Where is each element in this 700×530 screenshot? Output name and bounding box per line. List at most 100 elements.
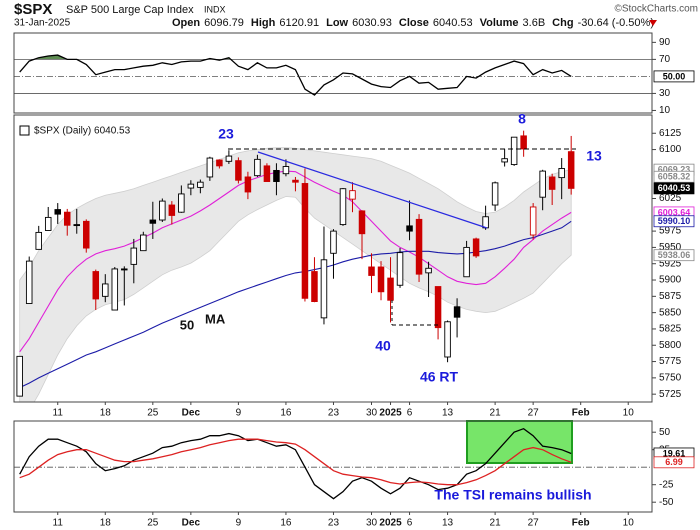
x-tick-label: 25 [147,408,159,419]
annotation: 13 [586,148,602,164]
candle-body [501,158,508,163]
candle-body [282,166,290,175]
quote-value: -30.64 (-0.50%) [578,17,654,29]
candle-body [16,355,23,397]
value-tag-label: 6.99 [665,457,683,467]
candle-body [44,216,52,231]
candle-body [159,200,166,221]
value-tag-label: 6058.32 [658,172,691,182]
candle-body [102,283,109,297]
value-tag-label: 5990.10 [658,216,691,226]
under-layer [466,420,573,464]
value-tag-label: 6069.23 [658,165,691,175]
trend-line [257,151,488,229]
candle-body [92,271,100,300]
annotation: 8 [518,111,526,127]
candle-body [140,234,147,252]
candle-body [358,210,366,235]
candle-body [425,267,432,274]
y-tick-label: 5825 [659,324,682,335]
y-tick-label: 30 [659,88,671,99]
x-tick-label: 23 [328,518,340,529]
x-tick-label: 27 [528,518,540,529]
candle-body [377,266,385,293]
candle-body [567,151,575,189]
ma-line [19,170,572,353]
x-tick-label: 18 [100,408,112,419]
candle-body [520,135,527,150]
x-tick-label: 27 [528,408,540,419]
candle-body [83,220,90,249]
x-tick-label: 21 [490,408,502,419]
y-tick-label: 5900 [659,275,682,286]
candle-body [444,321,451,358]
candle-body [73,224,81,227]
x-tick-label: 25 [147,518,159,529]
candle-body [54,209,61,215]
date: 31-Jan-2025 [14,18,71,29]
level-fill [33,55,231,60]
value-tag-label: 19.61 [663,448,686,458]
x-tick-label: 30 [366,408,378,419]
quote-label: Low [326,17,348,29]
quote-label: Close [399,17,429,29]
value-tag [653,456,695,469]
value-tag-label: 5938.06 [658,250,691,260]
y-tick-label: 5925 [659,258,682,269]
candle-body [463,246,470,278]
candle-body [539,170,546,198]
candle-body [349,190,356,200]
x-tick-label: 13 [442,518,454,529]
candle-body [273,169,280,182]
x-tick-label: 2025 [379,518,402,529]
quote-value: 6120.91 [279,17,319,29]
y-tick-label: 5750 [659,373,682,384]
x-tick-label: 16 [280,408,292,419]
quote-label: Chg [552,17,573,29]
value-tag [653,70,695,83]
value-tag-label: 50.00 [663,71,686,81]
y-tick-label: 5725 [659,389,682,400]
x-tick-label: 21 [490,518,502,529]
value-tag-label: 6003.64 [658,207,691,217]
x-tick-label: 6 [407,408,413,419]
symbol: $SPX [14,1,52,18]
annotation: 40 [375,338,391,354]
highlight-box [466,420,573,464]
candle-body [396,252,404,286]
x-tick-label: Feb [572,518,590,529]
quote-value: 6096.79 [204,17,244,29]
panel [14,427,652,500]
candle-body [206,157,214,178]
y-tick-label: 6100 [659,144,682,155]
quote-value: 6030.93 [352,17,392,29]
y-tick-label: 6025 [659,193,682,204]
candle-body [149,219,157,224]
x-tick-label: 9 [236,518,242,529]
panel-frame [13,420,653,513]
candle-body [368,266,375,276]
x-tick-label: 16 [280,518,292,529]
candle-body [263,165,271,182]
x-tick-label: 18 [100,518,112,529]
candle-body [63,211,71,226]
annotation: 46 RT [420,369,459,385]
candle-body [178,193,185,213]
quote-label: Volume [480,17,519,29]
x-tick-label: Dec [182,408,201,419]
value-tag [653,170,695,183]
candle-body [25,260,33,304]
candle-body [292,179,299,183]
series-line [19,54,572,96]
candle-body [434,286,442,329]
y-tick-label: -50 [659,497,674,508]
candle-body [130,247,138,265]
candle-body [453,306,461,318]
value-tag [653,215,695,228]
y-tick-label: -25 [659,479,674,490]
quote-label: High [251,17,276,29]
candle-body [510,136,518,166]
x-tick-label: 23 [328,408,340,419]
y-tick-label: 6125 [659,128,682,139]
